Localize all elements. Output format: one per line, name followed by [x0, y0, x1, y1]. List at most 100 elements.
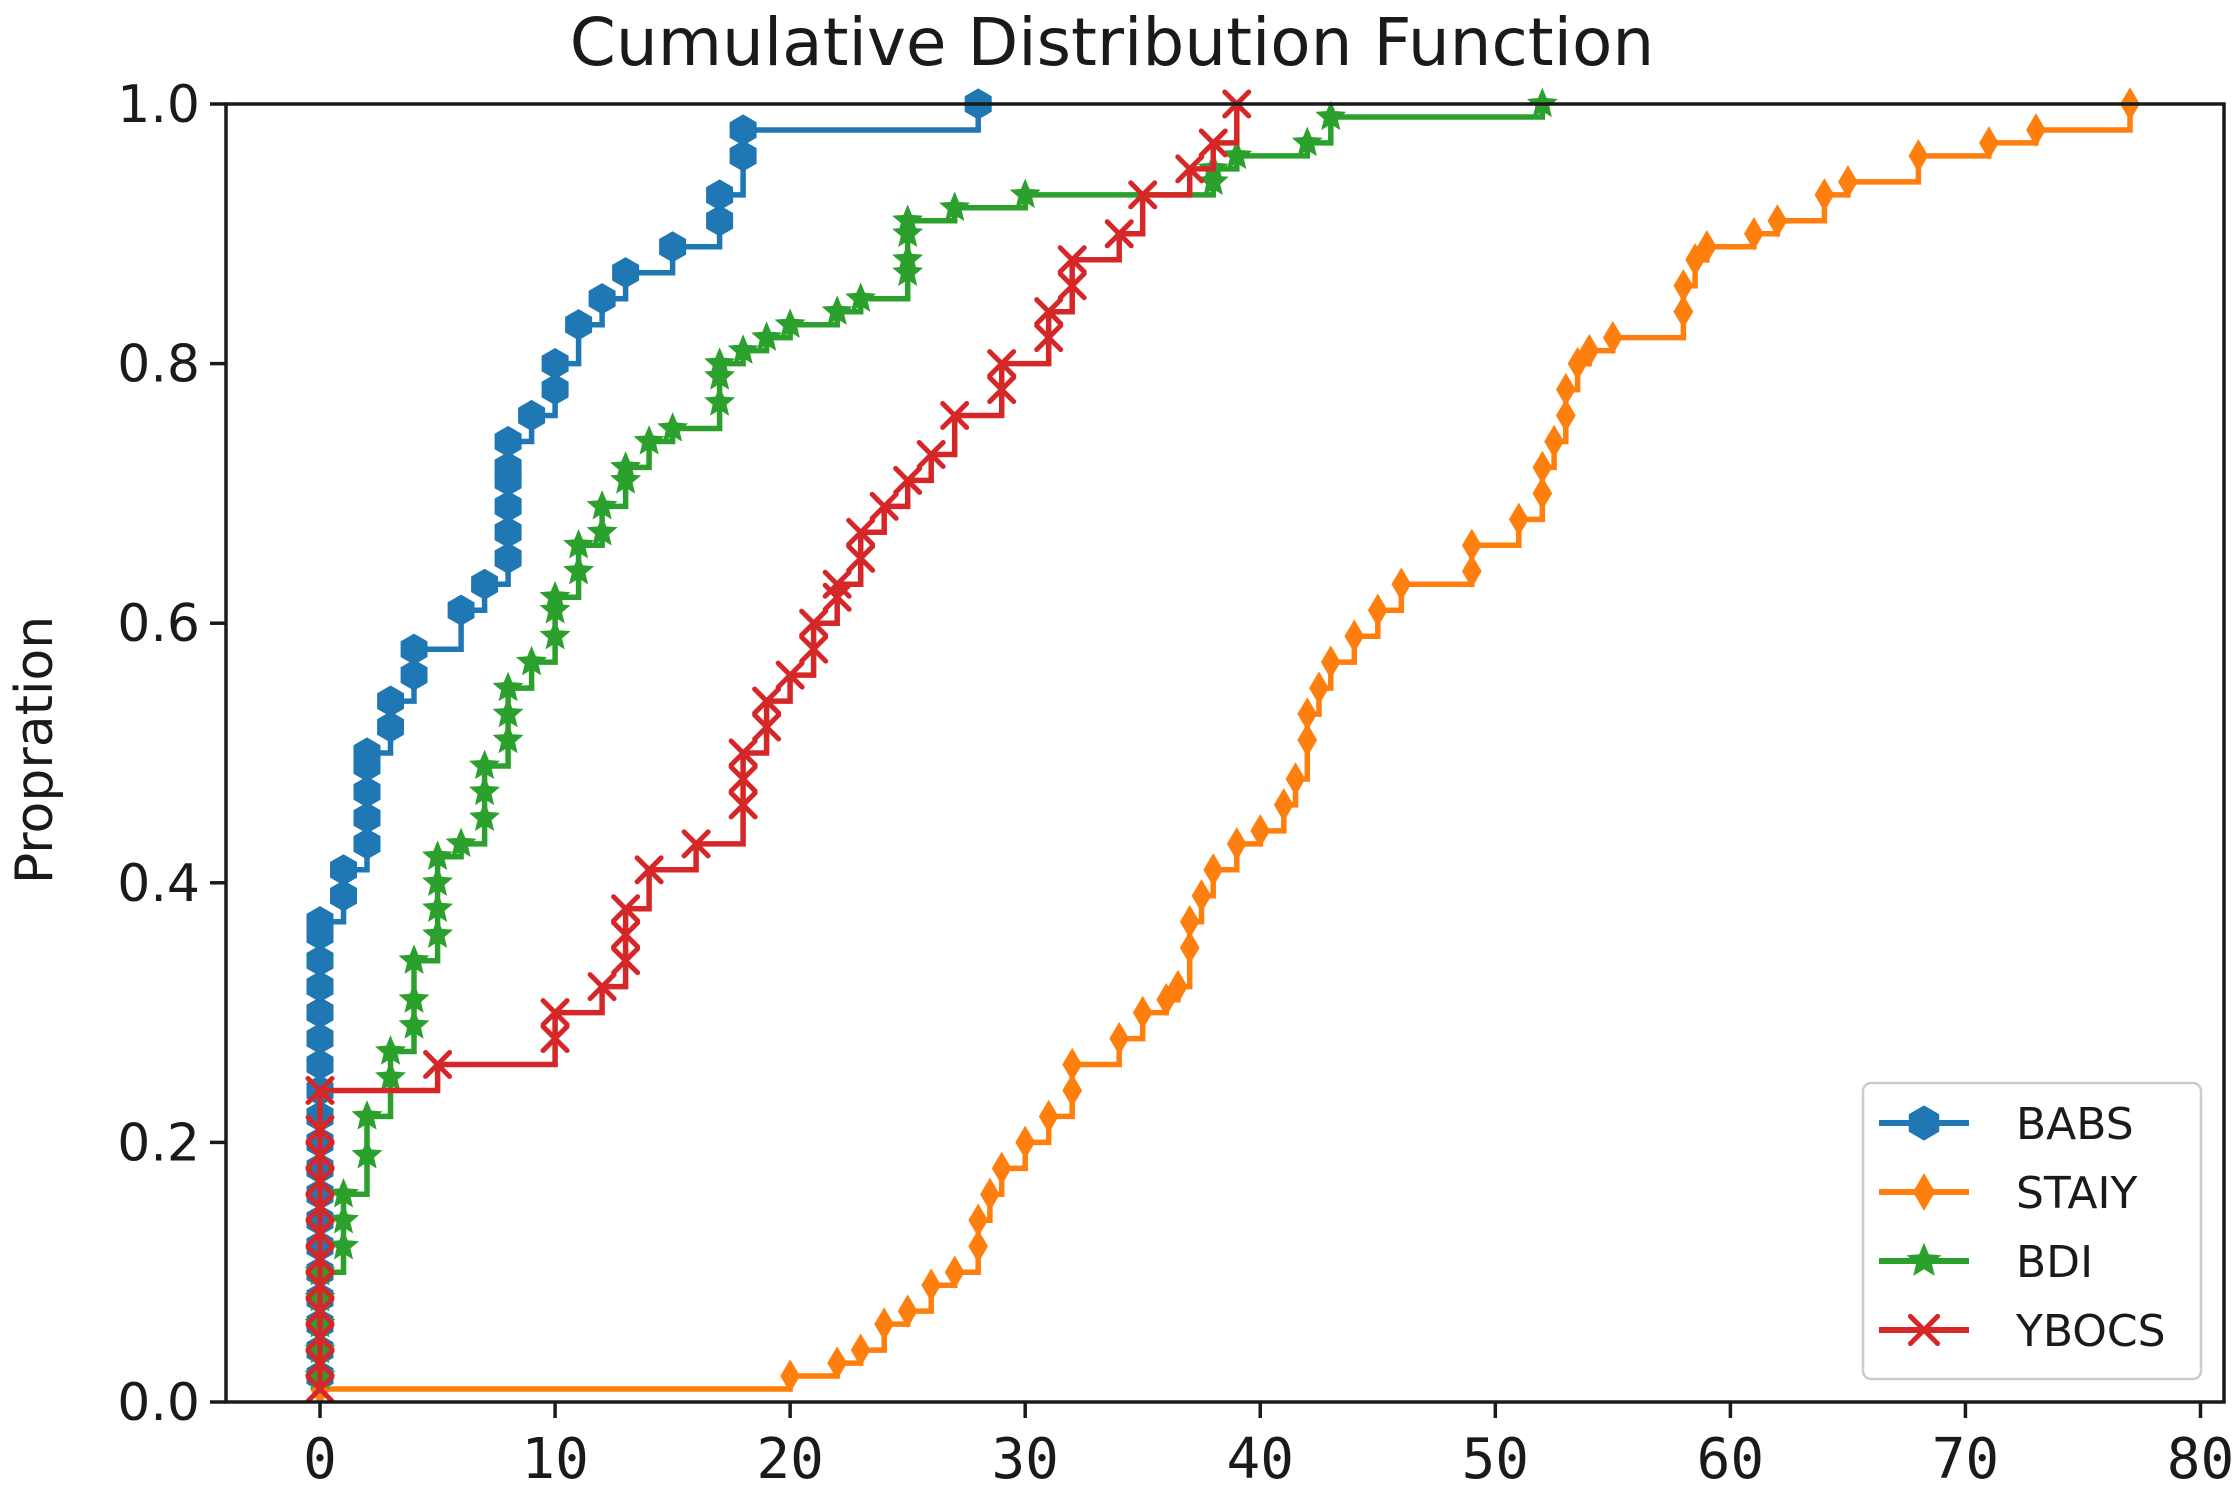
data-point [541, 348, 569, 380]
data-point [471, 568, 499, 600]
data-point [2026, 113, 2046, 147]
data-point [328, 1229, 360, 1260]
data-point [351, 1139, 383, 1169]
data-point [328, 1177, 360, 1208]
data-point [1309, 671, 1329, 705]
data-point [1250, 814, 1271, 848]
data-point [1057, 271, 1087, 301]
data-point [706, 179, 734, 211]
x-tick-label: 70 [1932, 1427, 1999, 1492]
data-point [659, 231, 687, 263]
data-point [422, 840, 454, 871]
data-point [400, 633, 428, 665]
data-point [897, 1294, 918, 1328]
data-point [893, 465, 923, 495]
data-point [1034, 297, 1064, 327]
data-point [445, 827, 477, 858]
data-point [1315, 100, 1347, 131]
series-ybocs [305, 89, 1252, 1404]
data-point [588, 283, 616, 315]
data-point [727, 334, 759, 364]
data-point [799, 634, 829, 664]
data-point [1198, 128, 1228, 158]
data-point [305, 1140, 335, 1170]
data-point [1297, 723, 1318, 757]
plot-area [304, 87, 2140, 1406]
data-point [775, 660, 805, 690]
y-tick-label: 1.0 [117, 75, 200, 135]
data-point [1532, 476, 1553, 511]
y-tick-label: 0.8 [117, 335, 200, 395]
data-point [306, 997, 334, 1029]
data-point [706, 205, 734, 237]
data-point [916, 439, 946, 469]
data-point [612, 257, 640, 289]
data-point [1579, 333, 1600, 368]
data-point [1461, 528, 1482, 563]
data-point [611, 920, 641, 950]
data-point [305, 1348, 335, 1378]
data-point [305, 1322, 335, 1352]
data-point [987, 375, 1017, 405]
data-point [563, 528, 595, 559]
data-point [306, 1023, 334, 1055]
legend: BABS STAIY BDI YBOCS [1861, 1081, 2203, 1381]
data-point [892, 256, 924, 286]
y-tick-label: 0.0 [117, 1373, 200, 1433]
data-point [563, 555, 595, 585]
data-point [1168, 969, 1188, 1004]
data-point [634, 855, 664, 885]
data-point [469, 801, 501, 832]
data-point [353, 776, 381, 808]
data-point [822, 569, 852, 599]
data-point [377, 685, 404, 717]
data-point [492, 671, 524, 702]
data-point [1203, 853, 1224, 887]
data-point [1273, 788, 1294, 822]
data-point [586, 490, 618, 520]
data-point [492, 697, 524, 728]
legend-entry: STAIY [1879, 1168, 2137, 1219]
data-point [1128, 180, 1158, 210]
data-point [846, 543, 876, 573]
data-point [728, 738, 758, 768]
data-point [305, 1244, 335, 1274]
y-tick-label: 0.2 [117, 1113, 200, 1173]
data-point [469, 775, 501, 806]
data-point [633, 425, 665, 455]
data-point [305, 1270, 335, 1300]
data-point [892, 204, 924, 235]
x-tick-label: 40 [1227, 1427, 1294, 1492]
data-point [375, 1061, 407, 1091]
data-point [539, 593, 571, 624]
series-line-ybocs [317, 104, 1240, 1389]
data-point [940, 401, 970, 431]
data-point [728, 764, 758, 794]
y-tick-label: 0.4 [117, 854, 200, 914]
data-point [330, 880, 357, 912]
legend-marker [1908, 1105, 1940, 1141]
data-point [1532, 450, 1553, 485]
data-point [540, 1024, 570, 1054]
data-point [305, 1218, 335, 1248]
data-point [657, 412, 689, 442]
data-point [704, 360, 736, 390]
data-point [353, 737, 381, 769]
data-point [1175, 154, 1205, 184]
data-point [1221, 139, 1253, 170]
data-point [850, 1333, 871, 1367]
data-point [944, 1255, 965, 1289]
axis-ticks: 0 10 20 30 40 50 60 70 80 0.0 0.2 0.4 0.6 0.8 1.0 [117, 75, 2234, 1492]
data-point [799, 608, 829, 638]
x-tick-label: 60 [1697, 1427, 1764, 1492]
data-point [1285, 762, 1306, 796]
data-point [422, 866, 454, 896]
data-point [921, 1268, 942, 1302]
data-point [330, 854, 357, 886]
data-point [469, 749, 501, 780]
legend-label: STAIY [2016, 1168, 2137, 1219]
data-point [821, 295, 853, 325]
data-point [1197, 165, 1229, 196]
legend-label: BDI [2016, 1237, 2093, 1288]
